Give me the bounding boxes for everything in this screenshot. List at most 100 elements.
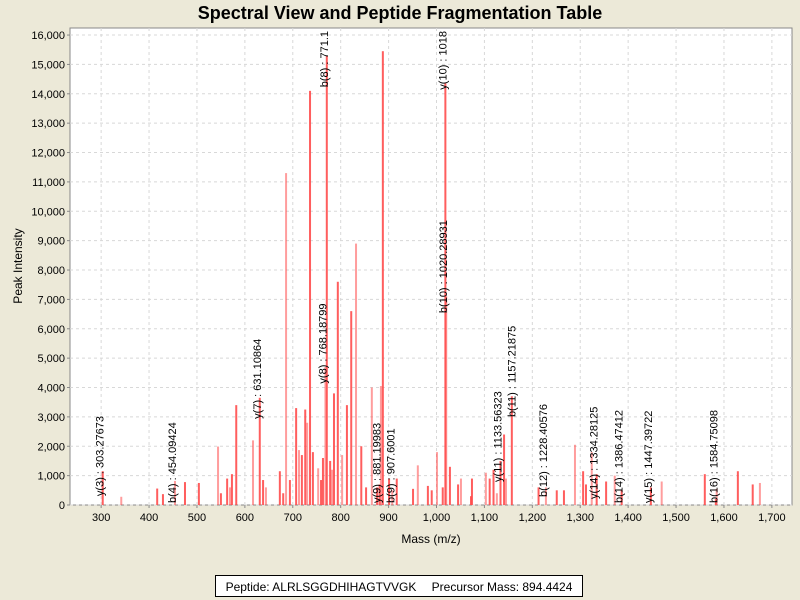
peak-bar (582, 471, 585, 505)
peak-bar (470, 478, 473, 505)
plot-area (69, 27, 793, 506)
peak-bar (376, 487, 379, 505)
peak-bar (388, 478, 391, 505)
peak-bar (590, 452, 593, 505)
peak-bar (321, 458, 324, 505)
precursor-mass: Precursor Mass: 894.4424 (431, 580, 573, 594)
legend: Peptide: ALRLSGGDHIHAGTVVGK Precursor Ma… (215, 575, 583, 597)
peak-bar (504, 478, 507, 505)
peak-bar (613, 475, 616, 505)
peak-bar (325, 55, 328, 505)
peak-bar (350, 311, 353, 505)
chart-title: Spectral View and Peptide Fragmentation … (197, 3, 603, 23)
y-tick-label: 1,000 (37, 471, 65, 483)
peak-bar (183, 482, 186, 505)
x-tick-label: 800 (332, 512, 350, 524)
peak-bar (751, 484, 754, 505)
peak-bar (426, 485, 429, 505)
fragment-annotation: y(8) : 768.18799 (317, 303, 329, 383)
peak-bar (555, 490, 558, 505)
peak-bar (262, 480, 265, 505)
y-tick-label: 14,000 (31, 89, 65, 101)
peak-bar (173, 480, 176, 505)
peak-bar (252, 440, 255, 505)
x-tick-label: 1,000 (423, 512, 451, 524)
peak-bar (306, 422, 309, 505)
fragment-annotation: b(16) : 1584.75098 (709, 410, 721, 503)
x-tick-label: 500 (188, 512, 206, 524)
x-axis-label: Mass (m/z) (401, 532, 460, 546)
y-tick-label: 7,000 (37, 294, 65, 306)
peak-bar (736, 471, 739, 505)
peak-bar (230, 474, 233, 505)
peak-bar (331, 469, 334, 505)
peak-bar (484, 472, 487, 505)
x-tick-label: 300 (92, 512, 110, 524)
fragment-annotation: b(10) : 1020.28931 (438, 220, 450, 313)
y-tick-label: 12,000 (31, 148, 65, 160)
peak-bar (317, 468, 320, 505)
peak-bar (320, 480, 323, 505)
peak-bar (379, 386, 382, 505)
peak-bar (544, 487, 547, 505)
fragment-annotation: y(15) : 1447.39722 (643, 411, 655, 503)
x-tick-label: 1,500 (662, 512, 690, 524)
y-tick-label: 15,000 (31, 59, 65, 71)
x-tick-label: 700 (284, 512, 302, 524)
peak-bar (197, 482, 200, 505)
peak-bar (503, 434, 506, 505)
fragment-annotation: b(9) : 907.6001 (386, 428, 398, 503)
fragment-annotation: y(10) : 1018 (437, 31, 449, 90)
peak-bar (295, 408, 298, 505)
peak-bar (395, 478, 398, 505)
fragment-annotation: y(3) : 303.27673 (95, 416, 107, 496)
y-tick-label: 4,000 (37, 383, 65, 395)
peak-bar (370, 387, 373, 505)
peak-bar (264, 487, 267, 505)
peak-bar (412, 488, 415, 505)
y-tick-label: 8,000 (37, 265, 65, 277)
fragment-annotation: y(9) : 881.19983 (372, 423, 384, 503)
peak-bar (416, 465, 419, 505)
peak-bar (278, 471, 281, 505)
peak-bar (298, 450, 301, 505)
x-tick-label: 400 (140, 512, 158, 524)
peak-bar (444, 83, 447, 505)
peak-bar (492, 469, 495, 505)
x-tick-label: 1,100 (471, 512, 499, 524)
y-tick-label: 2,000 (37, 441, 65, 453)
peak-bar (537, 487, 540, 505)
peak-bar (435, 452, 438, 505)
y-tick-label: 11,000 (32, 177, 65, 189)
peak-bar (304, 409, 307, 505)
peak-bar (510, 396, 513, 505)
y-axis-label: Peak Intensity (11, 228, 25, 303)
fragment-annotation: y(11) : 1133.56323 (493, 391, 505, 482)
peak-bar (282, 493, 285, 505)
x-tick-label: 600 (236, 512, 254, 524)
peak-bar (285, 173, 288, 505)
x-tick-label: 900 (379, 512, 397, 524)
peak-bar (488, 478, 491, 505)
peak-bar (445, 296, 448, 505)
peak-bar (226, 478, 229, 505)
peak-bar (562, 490, 565, 505)
peak-bar (360, 446, 363, 505)
peak-bar (336, 281, 339, 505)
peak-bar (378, 484, 381, 505)
peak-bar (703, 474, 706, 505)
peak-bar (332, 393, 335, 505)
x-tick-label: 1,300 (566, 512, 594, 524)
peak-bar (258, 397, 261, 505)
peak-bar (495, 493, 498, 505)
peak-bar (441, 487, 444, 505)
peak-bar (345, 405, 348, 505)
fragment-annotation: b(14) : 1386.47412 (614, 410, 626, 503)
peak-bar (156, 488, 159, 505)
peak-bar (605, 481, 608, 505)
peak-bar (457, 484, 460, 505)
fragment-annotation: y(14) : 1334.28125 (589, 407, 601, 499)
peak-bar (381, 51, 384, 505)
peak-bar (620, 490, 623, 505)
